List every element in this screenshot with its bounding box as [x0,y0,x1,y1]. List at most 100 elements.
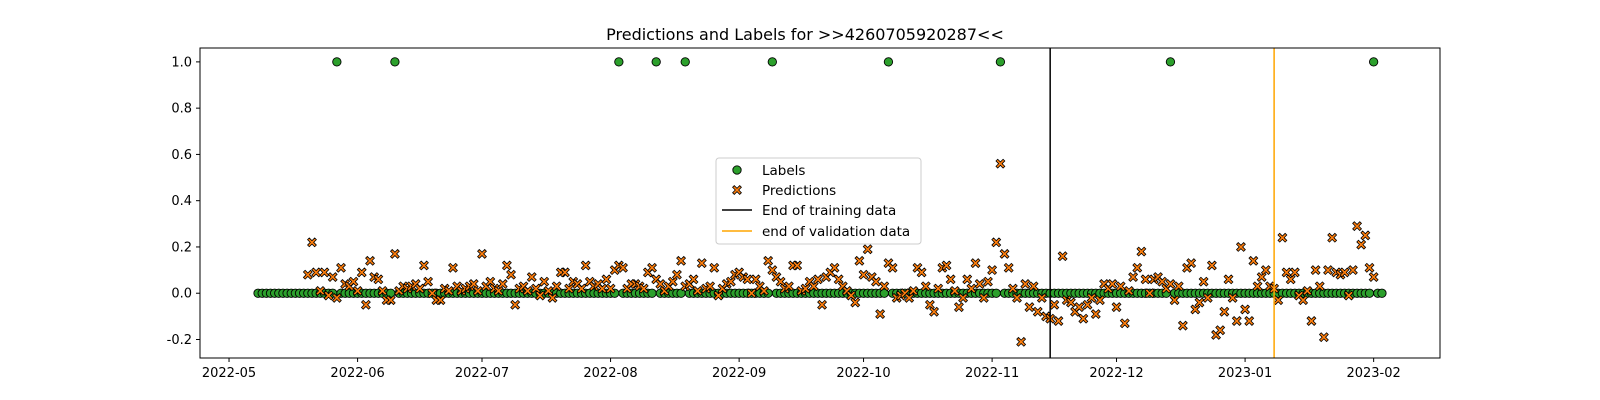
label-point [883,57,894,67]
prediction-point [982,276,993,287]
prediction-point [1132,262,1143,273]
prediction-point [958,292,969,303]
axes: 2022-05 2022-06 2022-07 2022-08 2022-09 2022-… [167,55,1401,381]
prediction-point [1157,276,1168,287]
prediction-point [323,290,334,301]
label-point [995,57,1006,67]
prediction-point [783,281,794,292]
prediction-point [775,276,786,287]
prediction-point [1177,320,1188,331]
legend-x-marker [732,185,742,195]
prediction-point [1347,265,1358,276]
prediction-point [315,285,326,296]
prediction-point [506,269,517,280]
prediction-point [1298,295,1309,306]
prediction-point [974,279,985,289]
prediction-point [1107,279,1118,289]
prediction-point [1086,292,1097,303]
prediction-point [966,283,977,294]
prediction-point [365,255,375,266]
prediction-point [1186,258,1197,269]
prediction-point [812,274,823,285]
prediction-point [667,276,678,287]
prediction-point [526,272,537,282]
prediction-point [497,279,508,289]
x-tick-label: 2022-07 [455,366,509,381]
prediction-point [1119,318,1130,329]
prediction-point [472,285,483,296]
series-predictions [302,158,1379,347]
prediction-point [875,309,886,320]
prediction-point [1260,265,1271,276]
prediction-point [676,255,687,266]
legend-label-training: End of training data [762,203,896,219]
prediction-point [1318,332,1329,343]
y-tick-label: 0.4 [171,194,192,209]
prediction-point [763,255,774,266]
prediction-point [1074,302,1085,313]
prediction-point [1090,309,1101,320]
prediction-point [597,283,608,294]
prediction-point [953,302,964,313]
prediction-point [920,281,931,292]
y-tick-label: 0.8 [171,102,192,117]
x-tick-label: 2022-09 [712,366,766,381]
prediction-point [319,267,330,278]
prediction-point [1281,267,1292,278]
prediction-point [1169,295,1180,306]
legend-box [715,157,922,245]
prediction-point [1306,316,1317,326]
prediction-point [854,255,865,266]
prediction-point [933,283,944,294]
x-tick-label: 2022-12 [1089,366,1143,381]
prediction-point [671,269,682,280]
x-tick-label: 2022-10 [836,366,890,381]
prediction-point [1327,232,1338,243]
prediction-point [1012,292,1022,303]
prediction-point [759,285,769,296]
prediction-point [949,285,960,296]
prediction-point [750,274,761,285]
prediction-point [817,299,828,310]
prediction-point [1231,316,1242,326]
y-tick-label: 1.0 [171,55,192,70]
prediction-point [908,285,919,296]
prediction-point [1277,232,1288,243]
prediction-point [477,248,487,259]
prediction-point [1198,276,1209,287]
prediction-point [1323,265,1333,276]
prediction-point [1252,281,1263,292]
prediction-point [887,262,898,273]
x-tick-label: 2022-08 [583,366,637,381]
prediction-point [1368,272,1379,282]
prediction-point [746,288,757,299]
label-point [767,57,777,67]
prediction-point [1206,260,1217,271]
prediction-point [551,281,562,292]
x-tick-label: 2023-02 [1346,366,1400,381]
prediction-point [605,283,616,294]
prediction-point [862,244,873,255]
prediction-point [792,260,803,271]
prediction-point [336,262,346,273]
prediction-point [535,290,546,301]
x-tick-label: 2022-11 [965,366,1019,381]
label-point [332,57,342,67]
x-tick-label: 2023-01 [1218,366,1272,381]
x-tick-label: 2022-06 [330,366,384,381]
prediction-point [916,267,927,278]
label-point [1165,57,1176,67]
prediction-point [1136,246,1147,257]
label-point [1377,288,1387,298]
prediction-point [501,260,512,271]
prediction-point [352,285,363,296]
prediction-point [1235,241,1246,252]
prediction-point [1007,283,1018,294]
label-point [1368,57,1379,67]
prediction-point [742,274,753,285]
label-point [651,57,661,67]
label-point [676,288,686,298]
legend-swatch-predictions [732,185,742,195]
